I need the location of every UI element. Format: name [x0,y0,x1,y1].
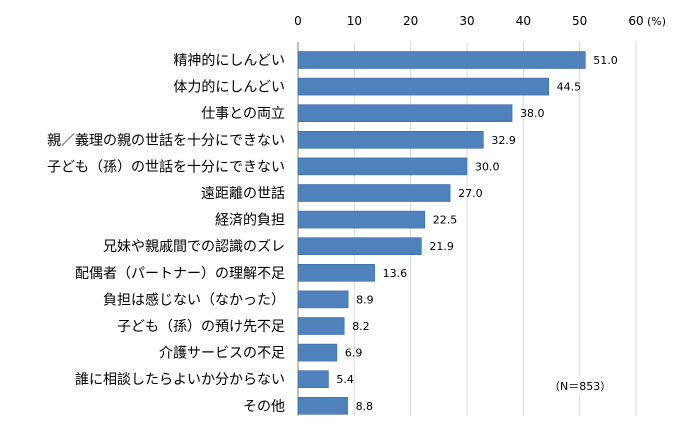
category-label: 仕事との両立 [201,106,285,122]
category-label: 子ども（孫）の世話を十分にできない [47,158,285,175]
x-axis-unit-label: (%) [647,15,666,28]
category-label: 誰に相談したらよいか分からない [75,372,285,388]
category-label: 体力的にしんどい [173,80,285,96]
bar [297,77,549,96]
value-label: 8.2 [352,320,370,333]
bar [297,131,484,149]
value-labels: 51.0 44.5 38.0 32.9 30.0 27.0 22.5 21.9 13.6 8.9 8… [336,54,617,413]
x-tick-label: 30 [459,14,474,28]
sample-size-note-box [543,376,613,395]
value-label: 27.0 [458,187,483,200]
x-tick-label: 50 [572,14,587,28]
value-label: 32.9 [491,134,516,147]
category-label: 負担は感じない（なかった） [103,291,285,308]
value-label: 44.5 [557,81,582,94]
category-label: 介護サービスの不足 [159,346,285,362]
value-label: 30.0 [475,160,500,173]
category-label: 配偶者（パートナー）の理解不足 [75,266,285,282]
value-label: 8.8 [356,400,374,413]
x-tick-label: 10 [347,14,362,28]
value-label: 51.0 [593,54,618,67]
category-label: 経済的負担 [215,213,285,229]
bars [297,51,586,415]
x-tick-label: 0 [294,14,302,28]
gridlines [297,42,637,416]
category-labels: 精神的にしんどい体力的にしんどい仕事との両立親／義理の親の世話を十分にできない子… [47,53,285,415]
value-label: 5.4 [336,373,354,386]
bar [297,290,349,309]
sample-size-note: （N＝853） [549,380,611,393]
bar [297,237,422,255]
value-label: 38.0 [520,107,545,120]
bar [297,370,329,389]
bar [297,317,345,335]
value-label: 6.9 [345,347,363,360]
bar [297,104,513,122]
value-label: 21.9 [429,240,454,253]
value-label: 13.6 [383,267,408,280]
category-label: 精神的にしんどい [173,53,285,69]
bar [297,210,426,229]
x-tick-label: 40 [516,14,531,28]
x-axis-ticks: 0 10 20 30 40 50 60 [294,14,643,28]
bar [297,184,451,202]
bar [297,396,348,415]
bar [297,157,468,176]
category-label: 子ども（孫）の預け先不足 [117,319,285,335]
value-label: 22.5 [433,214,458,227]
bar [297,263,375,282]
x-tick-label: 60 [628,14,643,28]
value-label: 8.9 [356,293,374,306]
category-label: 兄妹や親戚間での認識のズレ [103,239,285,255]
category-label: 遠距離の世話 [201,185,285,202]
bar [297,343,338,362]
x-tick-label: 20 [403,14,418,28]
bar [297,51,586,69]
category-label: その他 [243,399,285,415]
category-label: 親／義理の親の世話を十分にできない [47,132,285,149]
